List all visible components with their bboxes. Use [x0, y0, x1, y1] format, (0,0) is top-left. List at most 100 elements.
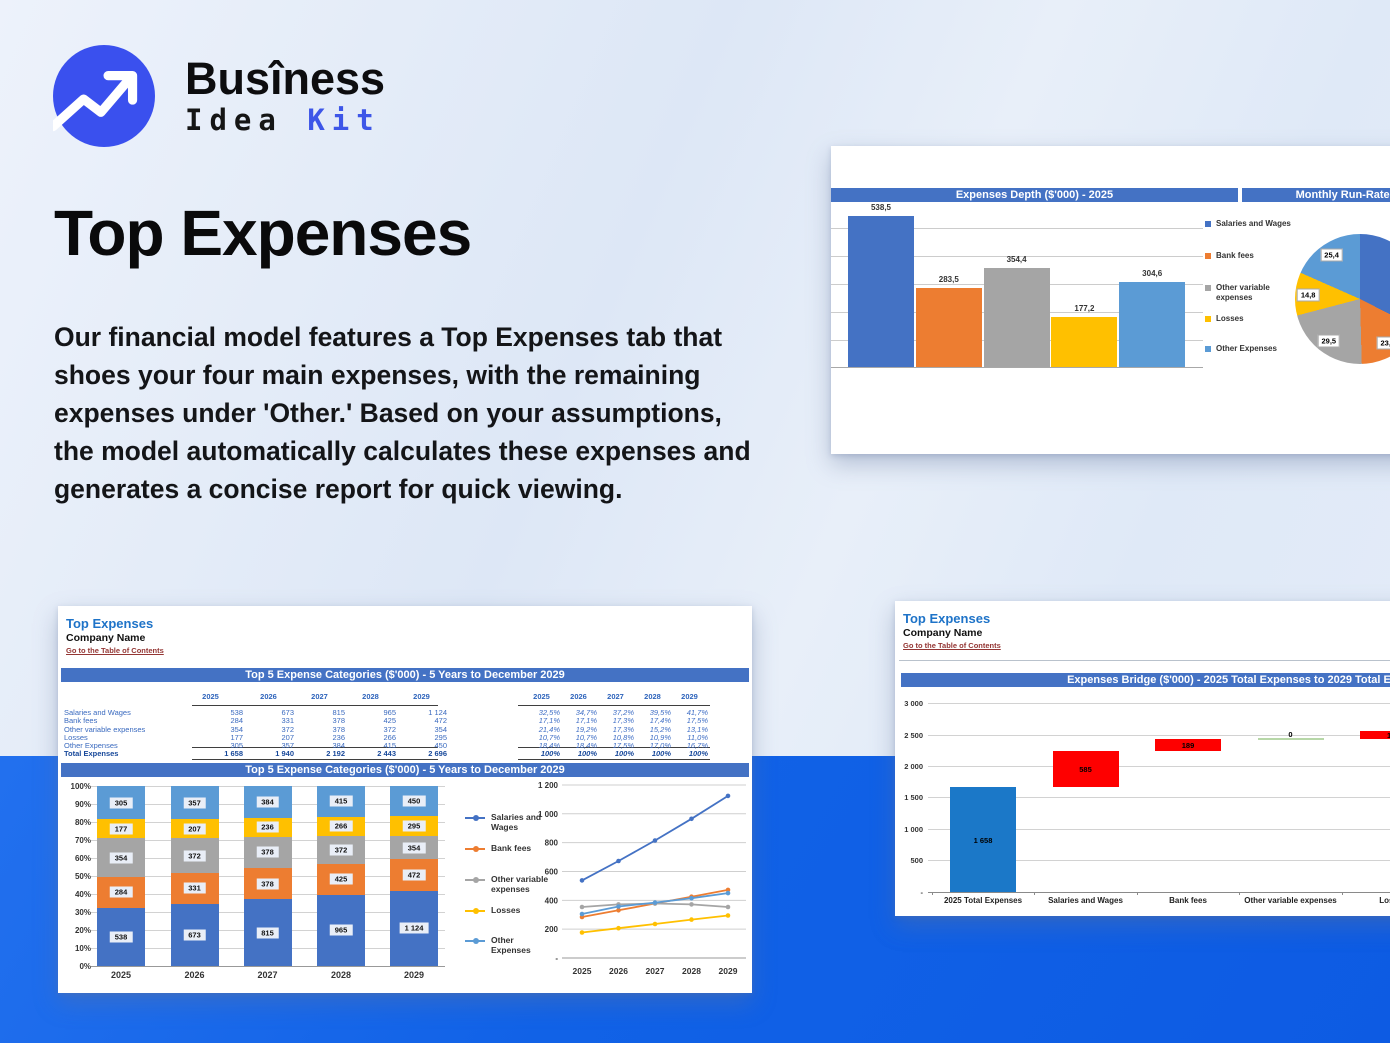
svg-text:400: 400: [545, 896, 559, 905]
percent-cell: 17,1%: [538, 716, 560, 726]
depth-bar: [1119, 281, 1186, 367]
percent-cell: 17,5%: [686, 716, 708, 726]
axis-tick: [1136, 892, 1138, 895]
sheet-title: Top Expenses: [903, 611, 991, 626]
stacked-segment-label: 207: [183, 823, 206, 835]
axis-tick: [1341, 892, 1343, 895]
legend-item: Other Expenses: [465, 935, 551, 955]
depth-bar: [915, 287, 982, 367]
waterfall-category-label: Bank fees: [1169, 896, 1207, 905]
percent-cell: 41,7%: [686, 708, 708, 717]
waterfall-value-label: 118: [1386, 731, 1390, 741]
gridline: [91, 966, 445, 967]
x-axis: [928, 891, 1390, 893]
year-header: 2025: [533, 692, 550, 701]
year-header: 2029: [413, 692, 430, 701]
percent-cell: 18,4%: [575, 741, 597, 751]
percent-cell: 100%: [651, 749, 671, 758]
pie-slice-label: 14,8: [1296, 288, 1320, 302]
value-cell: 236: [332, 732, 345, 742]
row-label: Salaries and Wages: [64, 708, 131, 717]
x-axis-label: 2028: [330, 970, 352, 980]
screenshot-expenses-depth-card: Expenses Depth ($'000) - 2025 Monthly Ru…: [831, 146, 1390, 454]
percent-cell: 17,5%: [612, 741, 634, 751]
percent-cell: 17,4%: [649, 716, 671, 726]
legend-item: Salaries and Wages: [465, 812, 551, 832]
value-cell: 331: [281, 716, 294, 726]
value-cell: 372: [281, 724, 294, 734]
value-cell: 1 658: [224, 749, 243, 758]
stacked-segment-label: 305: [109, 797, 133, 809]
percent-cell: 17,3%: [612, 716, 634, 726]
year-header: 2028: [362, 692, 379, 701]
waterfall-category-label: Salaries and Wages: [1048, 896, 1123, 905]
row-label: Total Expenses: [64, 749, 119, 758]
stacked-segment-label: 378: [256, 846, 279, 858]
depth-bar-value-label: 177,2: [1074, 304, 1095, 314]
expenses-depth-bar-chart: 538,5 283,5 354,4 177,2 304,6: [831, 203, 1203, 368]
divider: [899, 660, 1390, 661]
brand-logo: Busîness Idea Kit: [48, 45, 386, 147]
svg-text:2026: 2026: [609, 966, 628, 976]
legend-marker: [473, 846, 479, 852]
legend-label: Salaries and Wages: [491, 812, 542, 832]
waterfall-value-label: 0: [1288, 729, 1293, 739]
brand-name-line1: Busîness: [185, 53, 386, 104]
stacked-segment-label: 815: [256, 927, 279, 939]
value-cell: 425: [383, 716, 396, 726]
depth-bar: [848, 216, 914, 367]
table-year-header: 2025 2026 2027 2028 2029 2025 2026 2027 2028 2029: [64, 692, 708, 701]
stacked-segment-label: 378: [256, 878, 279, 890]
sheet-company-name: Company Name: [66, 632, 146, 644]
stacked-segment-label: 236: [256, 821, 279, 833]
stacked-segment-label: 450: [402, 795, 426, 807]
stacked-segment-label: 965: [329, 924, 353, 936]
stacked-segment-label: 331: [183, 882, 206, 894]
value-cell: 354: [434, 724, 447, 734]
year-header: 2027: [311, 692, 328, 701]
legend-label: Other Expenses: [1216, 344, 1277, 353]
sheet-company-name: Company Name: [903, 627, 983, 639]
x-axis: [831, 367, 1203, 368]
depth-bar: [983, 267, 1050, 367]
svg-text:1 000: 1 000: [538, 810, 559, 819]
gridline: [928, 766, 1390, 767]
svg-text:1 200: 1 200: [538, 781, 559, 790]
legend-swatch: [1205, 221, 1211, 227]
stacked-segment-label: 1 124: [399, 922, 429, 934]
y-axis-label: 70%: [74, 836, 91, 845]
y-axis-label: 2 000: [904, 762, 923, 771]
year-header: 2028: [644, 692, 661, 701]
waterfall-value-label: 1 658: [973, 835, 993, 845]
expenses-depth-legend: Salaries and Wages Bank fees Other variabl…: [1205, 206, 1305, 376]
stacked-segment-label: 673: [183, 929, 206, 941]
page-title: Top Expenses: [54, 197, 472, 269]
legend-item: Bank fees: [465, 843, 551, 853]
percent-cell: 10,7%: [538, 732, 560, 742]
stacked-bar: 538 284 354 177 305: [97, 786, 145, 966]
value-cell: 965: [383, 708, 396, 717]
axis-tick: [1034, 892, 1036, 895]
legend-marker: [473, 938, 479, 944]
legend-label: Bank fees: [1216, 251, 1254, 260]
svg-text:2025: 2025: [573, 966, 592, 976]
row-label: Losses: [64, 732, 88, 742]
table-of-contents-link[interactable]: Go to the Table of Contents: [903, 641, 1001, 650]
spacer: [447, 692, 523, 701]
table-title-top5-categories: Top 5 Expense Categories ($'000) - 5 Yea…: [61, 668, 749, 682]
y-axis-label: 90%: [74, 800, 91, 809]
depth-bar: [1051, 317, 1118, 367]
legend-swatch: [1205, 285, 1211, 291]
table-of-contents-link[interactable]: Go to the Table of Contents: [66, 646, 164, 655]
axis-tick: [1239, 892, 1241, 895]
y-axis-label: 20%: [74, 926, 91, 935]
value-cell: 266: [383, 732, 396, 742]
header-underline: [192, 705, 438, 706]
year-header: 2026: [570, 692, 587, 701]
percent-cell: 10,8%: [612, 732, 634, 742]
stacked-segment-label: 425: [329, 873, 353, 885]
value-cell: 815: [332, 708, 345, 717]
percent-cell: 37,2%: [612, 708, 634, 717]
chart-header-row: Expenses Depth ($'000) - 2025 Monthly Ru…: [831, 188, 1390, 202]
